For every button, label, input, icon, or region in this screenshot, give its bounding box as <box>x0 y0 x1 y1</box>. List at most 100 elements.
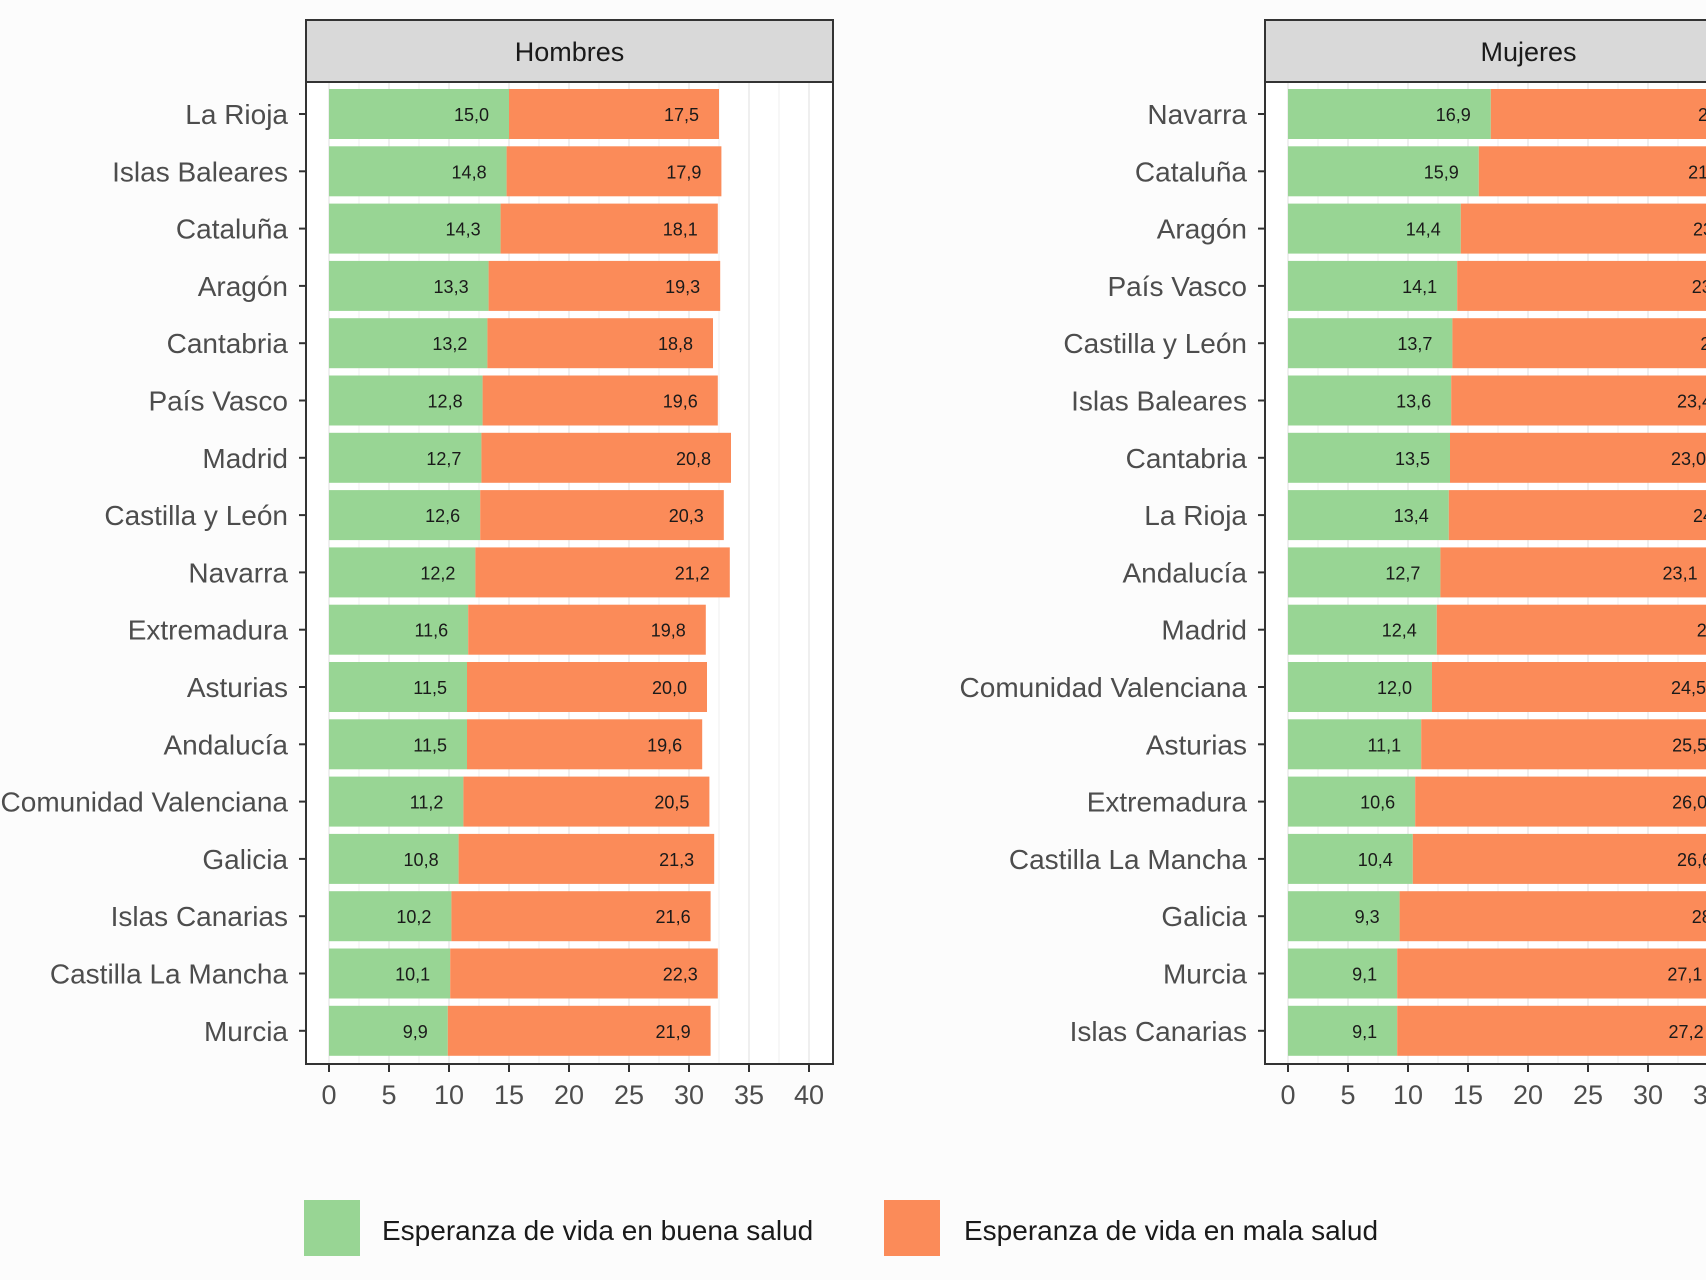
bar-good <box>1288 375 1452 426</box>
data-label-good: 12,7 <box>1385 563 1420 583</box>
category-label: Murcia <box>204 1016 288 1047</box>
category-label: Islas Canarias <box>111 901 288 932</box>
bar-good <box>1288 89 1491 139</box>
bar-good <box>329 375 483 426</box>
bar-bad <box>1421 719 1706 770</box>
category-label: Extremadura <box>1087 787 1248 818</box>
bar-good <box>329 948 451 999</box>
bar-good <box>329 260 489 311</box>
category-label: La Rioja <box>185 99 288 130</box>
bar-good <box>329 490 481 541</box>
facet-strip <box>305 19 834 83</box>
category-label: Islas Baleares <box>112 156 288 187</box>
category-label: Aragón <box>198 271 288 302</box>
x-tick-label: 25 <box>1573 1080 1603 1110</box>
data-label-bad: 23,0 <box>1671 449 1706 469</box>
data-label-good: 9,9 <box>403 1022 428 1042</box>
data-label-good: 12,7 <box>426 449 461 469</box>
bar-good <box>1288 833 1413 884</box>
legend-swatch-bad <box>884 1200 940 1256</box>
category-label: Navarra <box>188 557 288 588</box>
bar-bad <box>451 891 711 942</box>
bar-bad <box>1440 547 1706 598</box>
data-label-bad: 20,0 <box>652 678 687 698</box>
x-tick-label: 25 <box>614 1080 644 1110</box>
bar-bad <box>1397 1005 1706 1056</box>
x-tick-label: 30 <box>674 1080 704 1110</box>
bar-good <box>329 203 501 254</box>
bar-good <box>329 432 482 483</box>
category-label: Andalucía <box>1122 557 1247 588</box>
x-tick-label: 30 <box>1633 1080 1663 1110</box>
bar-bad <box>481 432 731 483</box>
category-label: Asturias <box>187 672 288 703</box>
data-label-bad: 20,3 <box>669 506 704 526</box>
data-label-good: 13,2 <box>432 334 467 354</box>
category-label: Castilla y León <box>104 500 288 531</box>
bar-good <box>1288 547 1441 598</box>
bar-good <box>1288 604 1437 655</box>
bar-good <box>329 1005 448 1056</box>
legend: Esperanza de vida en buena salud Esperan… <box>304 1200 1378 1256</box>
bar-bad <box>500 203 718 254</box>
x-tick-label: 20 <box>1513 1080 1543 1110</box>
category-label: Cataluña <box>176 214 289 245</box>
category-label: Asturias <box>1146 729 1247 760</box>
x-tick-label: 0 <box>1280 1080 1295 1110</box>
category-label: Cataluña <box>1135 156 1248 187</box>
bar-bad <box>467 719 703 770</box>
bar-good <box>329 776 464 827</box>
data-label-good: 10,8 <box>404 850 439 870</box>
legend-label-bad: Esperanza de vida en mala salud <box>964 1215 1378 1246</box>
data-label-good: 12,8 <box>428 392 463 412</box>
bar-bad <box>1412 833 1706 884</box>
data-label-good: 14,1 <box>1402 277 1437 297</box>
bar-good <box>329 146 507 197</box>
bar-good <box>329 547 476 598</box>
data-label-bad: 18,8 <box>658 334 693 354</box>
bar-bad <box>458 833 715 884</box>
data-label-bad: 17,5 <box>664 105 699 125</box>
bar-bad <box>506 146 722 197</box>
data-label-good: 9,1 <box>1352 965 1377 985</box>
data-label-good: 14,8 <box>452 162 487 182</box>
bar-bad <box>1432 662 1706 712</box>
data-label-bad: 25,5 <box>1672 735 1706 755</box>
bar-good <box>1288 432 1450 483</box>
data-label-good: 13,7 <box>1397 334 1432 354</box>
data-label-good: 12,0 <box>1377 678 1412 698</box>
data-label-good: 9,3 <box>1355 907 1380 927</box>
bar-bad <box>1490 89 1706 139</box>
bar-bad <box>1451 375 1706 426</box>
category-label: Navarra <box>1147 99 1247 130</box>
bar-bad <box>447 1005 711 1056</box>
data-label-bad: 22,3 <box>663 965 698 985</box>
x-tick-label: 15 <box>1453 1080 1483 1110</box>
bar-bad <box>475 547 730 598</box>
category-label: País Vasco <box>1107 271 1247 302</box>
bar-good <box>1288 662 1432 712</box>
category-label: Galicia <box>1161 901 1247 932</box>
data-label-bad: 27,2 <box>1669 1022 1704 1042</box>
bar-good <box>1288 203 1461 254</box>
category-label: Madrid <box>202 443 288 474</box>
data-label-good: 12,6 <box>425 506 460 526</box>
bar-good <box>1288 719 1422 770</box>
data-label-good: 12,2 <box>420 563 455 583</box>
legend-swatch-good <box>304 1200 360 1256</box>
data-label-good: 15,9 <box>1424 162 1459 182</box>
category-label: Castilla La Mancha <box>1009 844 1248 875</box>
category-label: Galicia <box>202 844 288 875</box>
data-label-bad: 19,6 <box>647 735 682 755</box>
data-label-bad: 26,0 <box>1672 793 1706 813</box>
data-label-good: 10,1 <box>395 965 430 985</box>
bar-good <box>1288 490 1449 541</box>
category-label: La Rioja <box>1144 500 1247 531</box>
bar-bad <box>1460 203 1706 254</box>
data-label-good: 14,3 <box>446 220 481 240</box>
category-label: Aragón <box>1157 214 1247 245</box>
data-label-bad: 26,6 <box>1677 850 1706 870</box>
data-label-bad: 21,2 <box>675 563 710 583</box>
data-label-good: 10,2 <box>396 907 431 927</box>
bar-bad <box>480 490 724 541</box>
